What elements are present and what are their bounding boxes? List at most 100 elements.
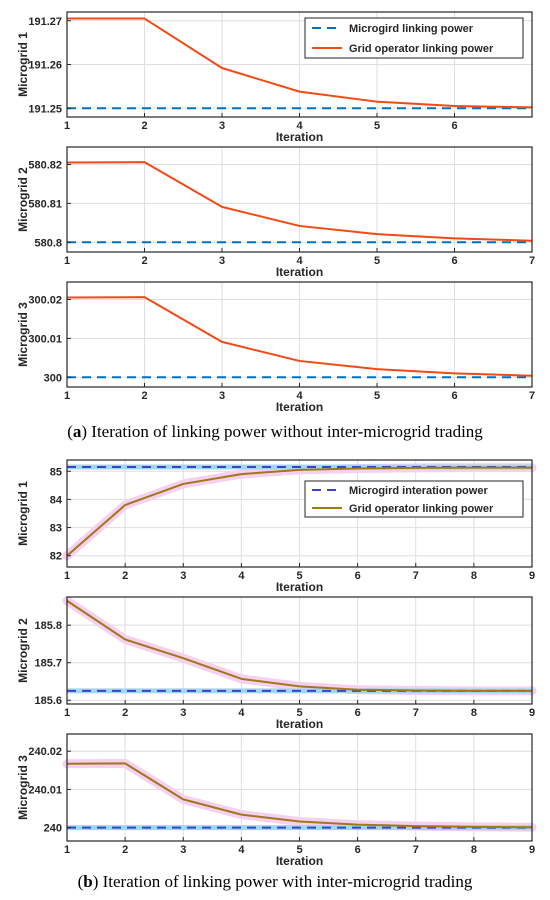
chart-panel-b-3: 1 2 3 4 5 6 7 8 9 240 240.01 240.02 Iteration Microgr… (16, 733, 537, 868)
x-tick-label: 6 (451, 120, 457, 132)
caption-b: (b) Iteration of linking power with inte… (77, 872, 473, 891)
x-axis-label: Iteration (276, 580, 323, 594)
x-axis-label: Iteration (276, 400, 323, 414)
y-tick-label: 300 (44, 372, 62, 384)
x-tick-label: 3 (219, 120, 225, 132)
legend-label: Grid operator linking power (349, 503, 494, 515)
y-axis-label: Microgrid 1 (16, 481, 30, 546)
x-tick-label: 1 (64, 570, 70, 582)
x-tick-label: 6 (451, 390, 457, 402)
y-tick-label: 580.8 (34, 237, 62, 249)
legend-label: Microgird interation power (349, 485, 488, 497)
x-tick-label: 3 (219, 255, 225, 267)
x-tick-label: 5 (374, 255, 380, 267)
x-tick-label: 4 (296, 390, 303, 402)
x-tick-label: 1 (64, 707, 70, 719)
y-tick-label: 300.02 (28, 295, 62, 307)
y-tick-label: 240.01 (28, 784, 62, 796)
x-tick-label: 1 (64, 255, 70, 267)
x-tick-label: 7 (413, 707, 419, 719)
x-axis-label: Iteration (276, 265, 323, 279)
series-solid-line (66, 762, 533, 829)
x-tick-label: 8 (471, 844, 477, 856)
x-tick-label: 1 (64, 844, 70, 856)
series-solid-line (67, 17, 533, 109)
chart-panel-a-3: 1 2 3 4 5 6 7 300 300.01 300.02 Iteration Microgrid… (16, 281, 535, 414)
x-tick-label: 8 (471, 707, 477, 719)
x-tick-label: 5 (296, 707, 302, 719)
y-tick-label: 185.6 (34, 695, 62, 707)
caption-a-text: Iteration of linking power without inter… (87, 422, 483, 441)
x-tick-label: 8 (471, 570, 477, 582)
x-tick-label: 3 (219, 390, 225, 402)
x-tick-label: 6 (355, 844, 361, 856)
caption-b-letter: b (83, 872, 93, 891)
y-tick-label: 191.26 (28, 60, 62, 72)
x-tick-label: 4 (238, 570, 245, 582)
y-tick-label: 240 (44, 823, 62, 835)
series-solid-line (66, 466, 532, 557)
x-axis-label: Iteration (276, 717, 323, 731)
series-solid-line (66, 296, 533, 377)
x-axis-label: Iteration (276, 130, 323, 144)
x-axis-label: Iteration (276, 854, 323, 868)
x-tick-label: 4 (296, 255, 303, 267)
x-tick-label: 5 (374, 120, 380, 132)
y-tick-label: 240.02 (28, 746, 62, 758)
x-tick-label: 7 (529, 255, 535, 267)
x-tick-label: 4 (296, 120, 303, 132)
y-axis-label: Microgrid 2 (16, 618, 30, 683)
x-tick-label: 3 (180, 570, 186, 582)
legend-box (304, 480, 524, 518)
x-tick-label: 7 (529, 390, 535, 402)
caption-a: (a) Iteration of linking power without i… (67, 422, 483, 441)
x-tick-label: 2 (141, 120, 147, 132)
x-tick-label: 1 (64, 390, 70, 402)
x-tick-label: 2 (141, 255, 147, 267)
legend: Microgird linking power Grid operator lin… (304, 17, 524, 59)
x-tick-label: 3 (180, 707, 186, 719)
chart-panel-a-1: 1 2 3 4 5 6 191.25 191.26 191.27 Iteration Microgr… (16, 11, 533, 144)
y-axis-label: Microgrid 3 (16, 302, 30, 367)
y-tick-label: 85 (50, 466, 62, 478)
chart-panel-b-2: 1 2 3 4 5 6 7 8 9 185.6 185.7 185.8 Iteration Microgr… (16, 596, 537, 731)
x-tick-label: 9 (529, 844, 535, 856)
x-tick-label: 2 (122, 844, 128, 856)
x-tick-label: 9 (529, 570, 535, 582)
y-tick-label: 84 (50, 494, 63, 506)
y-tick-label: 580.81 (28, 198, 62, 210)
legend-label: Microgird linking power (349, 23, 474, 35)
caption-a-letter: a (72, 422, 82, 441)
x-tick-label: 5 (296, 844, 302, 856)
x-tick-label: 9 (529, 707, 535, 719)
x-tick-label: 6 (451, 255, 457, 267)
y-axis-label: Microgrid 1 (16, 32, 30, 97)
y-tick-label: 191.27 (28, 16, 62, 28)
series-solid-line (66, 161, 533, 242)
x-tick-label: 2 (141, 390, 147, 402)
legend-label: Grid operator linking power (349, 43, 494, 55)
y-axis-label: Microgrid 2 (16, 167, 30, 232)
y-tick-label: 185.8 (34, 620, 62, 632)
chart-panel-a-2: 1 2 3 4 5 6 7 580.8 580.81 580.82 Iteration Microgr… (16, 146, 535, 279)
caption-b-text: Iteration of linking power with inter-mi… (98, 872, 473, 891)
y-tick-label: 83 (50, 523, 62, 535)
x-tick-label: 6 (355, 570, 361, 582)
chart-panel-b-1: 1 2 3 4 5 6 7 8 9 82 83 84 85 Iteration Microgrid 1 Mic… (16, 459, 537, 594)
y-tick-label: 580.82 (28, 160, 62, 172)
x-tick-label: 5 (296, 570, 302, 582)
x-tick-label: 1 (64, 120, 70, 132)
x-tick-label: 2 (122, 707, 128, 719)
x-tick-label: 5 (374, 390, 380, 402)
x-tick-label: 7 (413, 844, 419, 856)
legend: Microgird interation power Grid operator … (304, 480, 524, 518)
y-tick-label: 300.01 (28, 333, 62, 345)
y-tick-label: 82 (50, 551, 62, 563)
y-axis-label: Microgrid 3 (16, 755, 30, 820)
x-tick-label: 6 (355, 707, 361, 719)
x-tick-label: 2 (122, 570, 128, 582)
x-tick-label: 4 (238, 707, 245, 719)
x-tick-label: 3 (180, 844, 186, 856)
y-tick-label: 191.25 (28, 103, 62, 115)
